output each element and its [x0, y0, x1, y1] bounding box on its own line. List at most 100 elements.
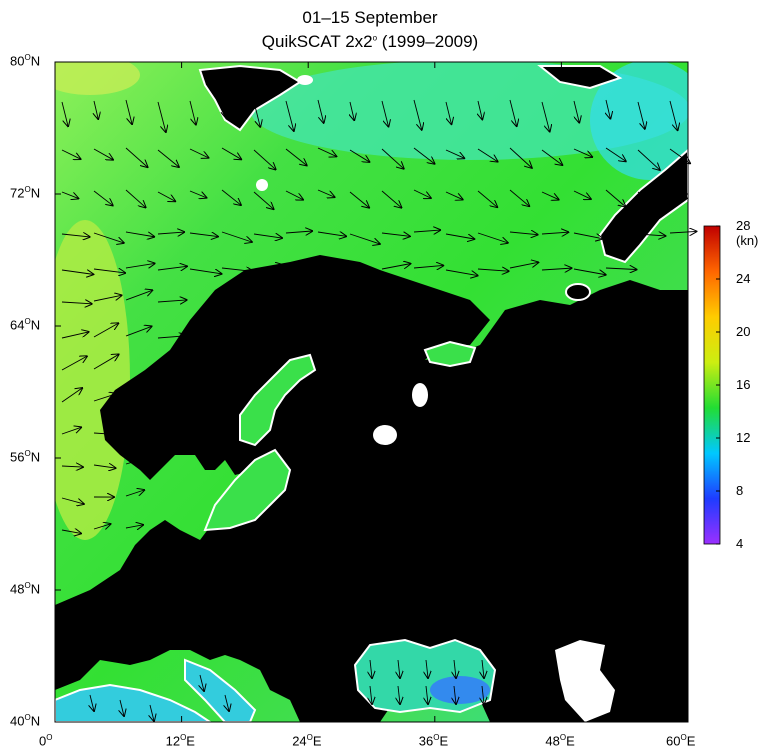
wind-arrow	[93, 190, 113, 205]
wind-arrow	[61, 149, 81, 159]
lon-tick-label: 36OE	[419, 733, 448, 748]
colorbar-tick-label: 16	[736, 377, 751, 392]
wind-arrow	[93, 524, 110, 529]
wind-arrow	[125, 189, 146, 207]
colorbar-tick-label: 24	[736, 271, 751, 286]
wind-arrow	[189, 190, 206, 198]
lat-tick-degree: 40	[10, 713, 25, 729]
wind-arrow	[509, 99, 517, 126]
wind-arrow	[61, 497, 84, 504]
wind-arrow	[221, 268, 253, 271]
wind-arrow	[445, 233, 474, 239]
lon-tick-hemisphere: E	[439, 733, 449, 749]
wind-arrow	[541, 191, 559, 200]
lat-tick-hemisphere: N	[30, 53, 41, 69]
lat-tick-label: 40ON	[10, 713, 40, 728]
wind-arrow	[605, 268, 636, 270]
wind-arrow	[605, 189, 625, 207]
wind-arrow	[445, 269, 478, 276]
wind-arrow	[349, 149, 369, 162]
wind-arrow	[413, 147, 435, 164]
wind-arrow	[157, 266, 187, 270]
lat-tick-label: 72ON	[10, 185, 40, 200]
lat-tick-degree: 72	[10, 185, 25, 201]
colorbar-unit: (kn)	[736, 233, 759, 248]
wind-arrow	[61, 356, 87, 371]
land-franz-josef	[537, 65, 623, 90]
degree-symbol: O	[180, 733, 187, 742]
baltic-sea	[239, 353, 317, 447]
wind-arrow	[573, 232, 603, 239]
wind-arrow	[398, 659, 400, 678]
wind-arrow	[509, 189, 529, 206]
lat-tick-hemisphere: N	[30, 581, 41, 597]
wind-arrow	[157, 149, 179, 167]
wind-arrow	[637, 234, 665, 236]
wind-arrow	[573, 148, 592, 157]
degree-symbol: O	[24, 581, 31, 590]
degree-symbol: O	[680, 733, 687, 742]
wind-arrow	[381, 148, 404, 169]
baltic-sea-south	[203, 448, 292, 532]
lat-tick-label: 80ON	[10, 53, 40, 68]
wind-arrow	[445, 191, 463, 200]
wind-arrow	[157, 232, 184, 234]
wind-arrow	[426, 685, 428, 704]
lon-tick-hemisphere: E	[186, 733, 195, 749]
wind-arrow	[253, 149, 276, 169]
wind-arrow	[381, 233, 410, 236]
adriatic-sea	[184, 658, 257, 722]
wind-arrow	[200, 674, 204, 691]
wind-arrow	[157, 336, 186, 338]
wind-arrow	[454, 659, 456, 678]
wind-arrow	[637, 101, 645, 129]
wind-arrow	[482, 685, 484, 704]
colorbar-tick-label: 8	[736, 483, 744, 498]
wind-arrow	[573, 190, 591, 199]
lon-tick-degree: 60	[666, 733, 681, 749]
wind-arrow	[93, 465, 116, 468]
wind-arrow	[370, 659, 372, 678]
wind-arrow	[125, 490, 144, 497]
wind-arrow	[125, 525, 143, 528]
wind-arrow	[61, 191, 78, 198]
wind-arrow	[317, 189, 335, 197]
wind-arrow	[157, 191, 175, 201]
wind-arrow	[381, 190, 401, 208]
land-novaya-zemlya	[598, 148, 688, 264]
wind-arrow	[285, 148, 307, 165]
wind-arrow	[669, 100, 678, 130]
lat-tick-degree: 56	[10, 449, 25, 465]
wind-arrow	[477, 148, 498, 162]
wind-arrow	[509, 232, 538, 235]
wind-arrow	[426, 659, 428, 678]
wind-arrow	[573, 100, 579, 123]
wind-arrow	[285, 190, 303, 200]
lat-tick-hemisphere: N	[30, 317, 41, 333]
wind-arrow	[541, 232, 568, 234]
lat-tick-degree: 48	[10, 581, 25, 597]
wind-arrow	[93, 269, 125, 273]
wind-arrow	[669, 148, 690, 163]
wind-arrow	[61, 270, 93, 274]
degree-symbol: O	[559, 733, 567, 742]
wind-arrow	[509, 147, 532, 168]
wind-arrow	[669, 190, 687, 198]
colorbar-tick-label: 4	[736, 536, 744, 551]
degree-symbol: O	[24, 317, 31, 326]
wind-arrow	[125, 263, 155, 268]
wind-arrow	[157, 101, 166, 132]
wind-arrow	[482, 659, 484, 678]
subtitle-degree: o	[372, 33, 378, 43]
ice-patch	[256, 179, 268, 191]
wind-arrow	[606, 99, 610, 119]
wind-arrow	[93, 148, 113, 160]
lon-tick-label: 24OE	[292, 733, 321, 748]
wind-arrow	[221, 189, 241, 205]
wind-arrow	[125, 326, 152, 337]
wind-arrow	[61, 388, 82, 403]
wind-arrow	[189, 233, 218, 237]
lon-tick-label: 0O	[39, 733, 52, 748]
lon-tick-degree: 48	[545, 733, 560, 749]
wind-arrow	[317, 232, 346, 236]
